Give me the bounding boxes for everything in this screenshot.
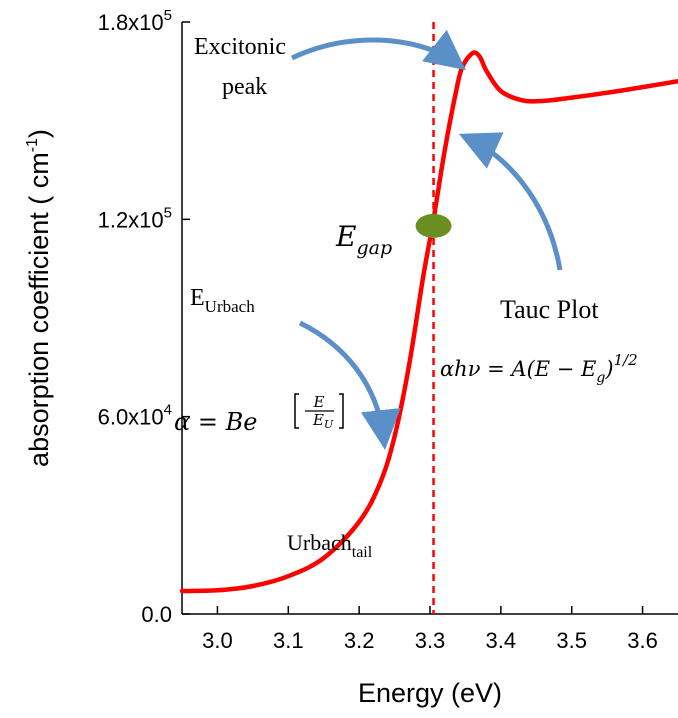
tauc-equation: αhν = A(E − Eg)1/2 [440,351,638,386]
x-tick-label: 3.6 [627,628,658,653]
y-ticks: 0.0 6.0x104 1.2x105 1.8x105 [98,7,190,627]
urbach-energy-label: EUrbach [190,285,255,316]
y-tick-label: 0.0 [141,602,172,627]
x-ticks: 3.0 3.1 3.2 3.3 3.4 3.5 3.6 [202,606,658,653]
svg-text:EU: EU [312,411,334,431]
x-tick-label: 3.0 [202,628,233,653]
x-tick-label: 3.1 [273,628,304,653]
urbach-tail-label: Urbachtail [287,530,373,561]
urbach-arrow [298,320,401,450]
svg-text:E: E [313,393,325,411]
x-tick-label: 3.3 [415,628,446,653]
svg-text:α = Be: α = Be [174,408,257,436]
x-tick-label: 3.2 [344,628,375,653]
excitonic-label-line1: Excitonic [194,34,286,60]
egap-label: Egap [335,220,392,259]
band-gap-marker [415,213,452,238]
x-axis-title: Energy (eV) [358,678,502,708]
excitonic-label-line2: peak [222,74,267,100]
y-tick-label: 6.0x104 [98,402,172,430]
urbach-equation: α = Be E EU [174,393,344,436]
plot-frame [181,22,678,615]
x-tick-label: 3.4 [486,628,517,653]
excitonic-arrow [290,29,466,71]
tauc-plot-label: Tauc Plot [500,295,599,324]
tauc-arrow [458,132,563,271]
x-tick-label: 3.5 [556,628,587,653]
y-axis-title: absorption coefficient ( cm-1) [24,129,54,467]
y-tick-label: 1.8x105 [98,7,172,35]
absorption-curve [179,50,678,594]
y-tick-label: 1.2x105 [98,204,172,232]
